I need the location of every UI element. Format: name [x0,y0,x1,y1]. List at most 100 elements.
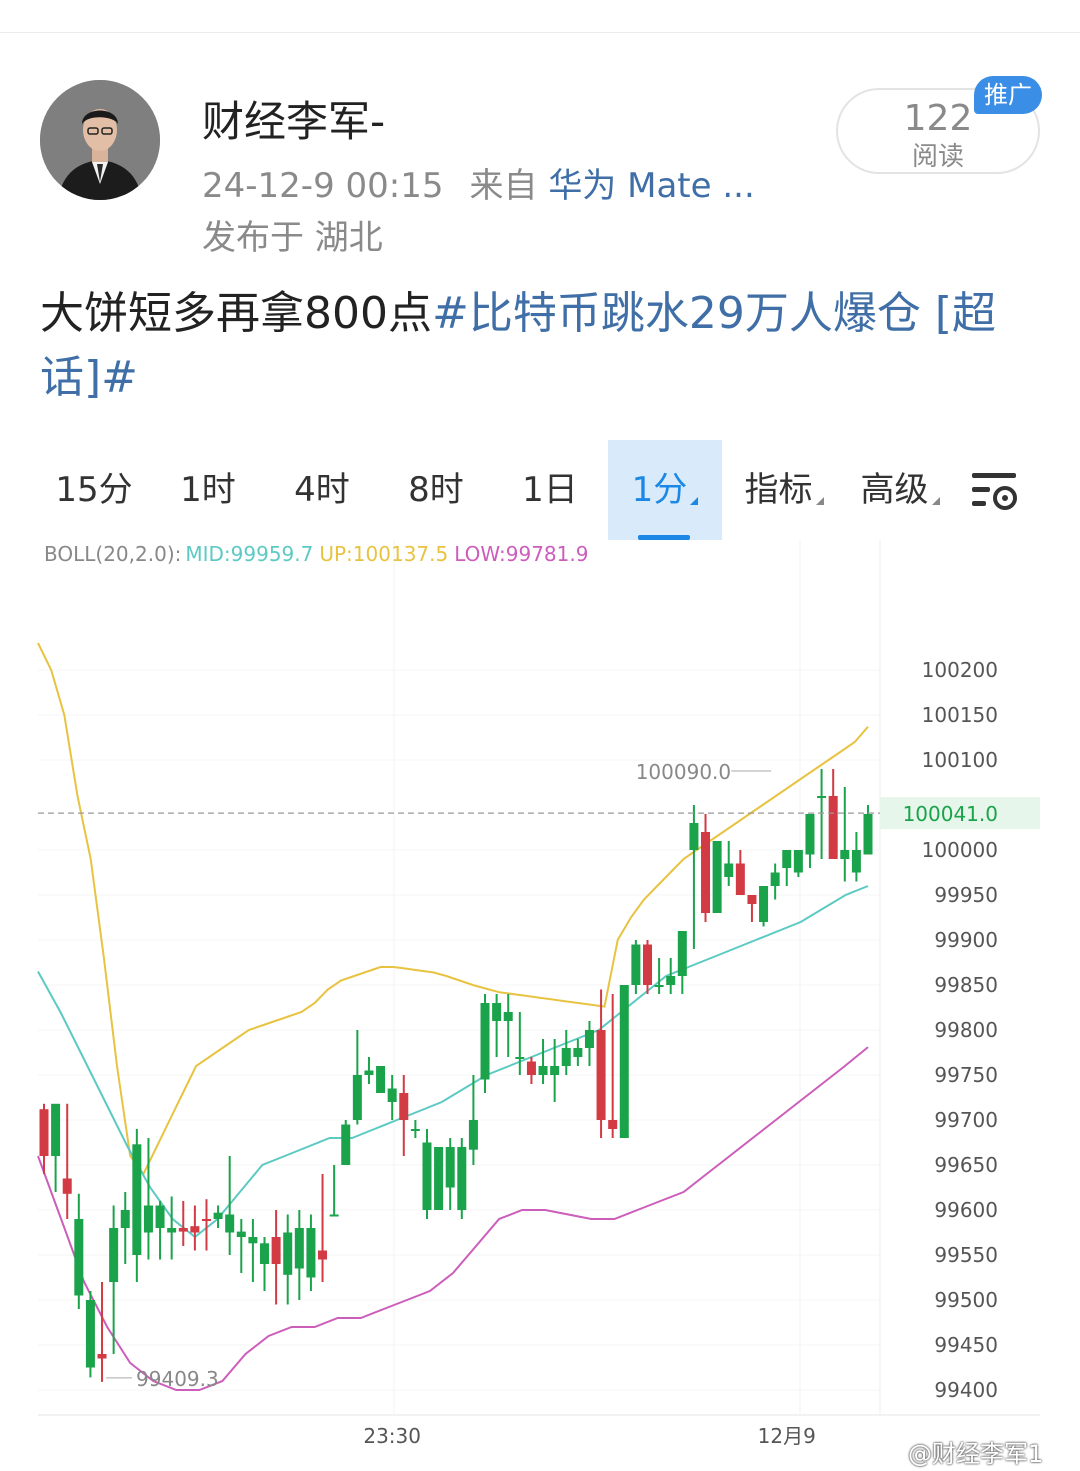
boll-lower-line [37,1046,869,1391]
candle [701,814,711,922]
candle-body [51,1103,61,1156]
candle [735,850,745,895]
x-tick-label: 23:30 [363,1424,421,1448]
boll-up-value: UP:100137.5 [319,542,448,566]
candle [608,994,618,1138]
tab-1m[interactable]: 1分 [608,440,722,540]
author-avatar[interactable] [40,80,160,200]
candle-body [666,976,676,985]
candle-body [213,1212,223,1219]
last-price-tag [880,797,1040,830]
candle [51,1103,61,1192]
tab-advanced[interactable]: 高级 [844,440,956,540]
candle-body [364,1070,374,1075]
candle-body [329,1214,339,1217]
timeframe-tabs: 15分 1时 4时 8时 1日 1分 指标 高级 [38,440,1042,540]
candle [236,1219,246,1273]
dropdown-corner-icon [815,497,824,505]
candle-body [677,931,687,976]
tab-label: 指标 [744,470,813,510]
candle [376,1066,386,1093]
post-meta: 24-12-9 00:15 来自 华为 Mate ... [202,158,755,207]
candle-body [155,1205,165,1228]
candle-body [793,850,803,873]
candle [248,1219,258,1282]
y-tick-label: 99700 [934,1108,998,1132]
candlestick-chart[interactable]: BOLL(20,2.0): MID:99959.7 UP:100137.5 LOW:9… [0,540,1080,1471]
y-tick-label: 100100 [922,748,998,772]
candle-body [782,850,792,868]
candle [434,1147,444,1210]
tab-15m[interactable]: 15分 [42,440,146,540]
watermark: @财经李军1 [908,1440,1044,1468]
candle [642,940,652,994]
candle [190,1205,200,1251]
candle-body [97,1354,107,1359]
candle [178,1201,188,1246]
author-name[interactable]: 财经李军- [202,97,386,146]
y-tick-label: 99400 [934,1378,998,1402]
candle-body [260,1243,270,1264]
candle-body [747,895,757,904]
candle-body [735,863,745,895]
device-link[interactable]: 华为 Mate ... [548,166,755,206]
candle [294,1210,304,1300]
tab-8h[interactable]: 8时 [384,440,488,540]
post-body: 大饼短多再拿800点 [40,288,432,339]
candle [782,850,792,886]
read-count-pill[interactable]: 122 阅读 [836,88,1040,174]
read-count: 122 [903,98,973,139]
candle-body [619,985,629,1138]
boll-upper-line [37,642,869,1176]
candle-body [759,886,769,922]
candle-body [445,1147,455,1188]
tab-label: 8时 [408,470,464,510]
candle-body [143,1205,153,1233]
candle-body [480,1003,490,1080]
candle [62,1103,72,1219]
candle [770,863,780,900]
candle-body [817,796,827,798]
x-axis: 23:30 12月9 [363,1424,816,1448]
hashtag-link[interactable]: #比特币跳水29万人爆仓 [超话]# [40,288,996,403]
y-tick-label: 100200 [922,658,998,682]
candle-body [422,1142,432,1210]
tab-indicators[interactable]: 指标 [728,440,840,540]
candle [805,814,815,868]
candle-body [62,1178,72,1194]
boll-mid-line [37,885,869,1239]
candle-body [39,1109,49,1156]
candle-body [248,1237,258,1244]
chart-settings-icon[interactable] [970,470,1022,514]
candle [631,940,641,994]
y-tick-label: 100000 [922,838,998,862]
candle-body [724,863,734,877]
candle [410,1120,420,1138]
candle [120,1192,130,1264]
tab-4h[interactable]: 4时 [270,440,374,540]
candle [619,985,629,1138]
boll-mid-value: MID:99959.7 [185,542,313,566]
candle [422,1129,432,1219]
y-tick-label: 99500 [934,1288,998,1312]
tab-1h[interactable]: 1时 [156,440,260,540]
candle-body [283,1232,293,1275]
candle [132,1129,142,1282]
candle [445,1138,455,1210]
candle-body [526,1061,536,1075]
candle [480,994,490,1093]
candle [143,1138,153,1260]
x-tick-label: 12月9 [758,1424,816,1448]
y-tick-label: 99450 [934,1333,998,1357]
candle [828,769,838,859]
candle [109,1205,119,1354]
candle-body [201,1219,211,1221]
y-tick-label: 99650 [934,1153,998,1177]
tab-1d[interactable]: 1日 [498,440,602,540]
candle [538,1039,548,1084]
post-location: 发布于 湖北 [202,218,383,258]
tab-label: 4时 [294,470,350,510]
high-price-label: 100090.0 [636,760,731,784]
promo-badge[interactable]: 推广 [974,76,1042,114]
candle-body [584,1030,594,1048]
